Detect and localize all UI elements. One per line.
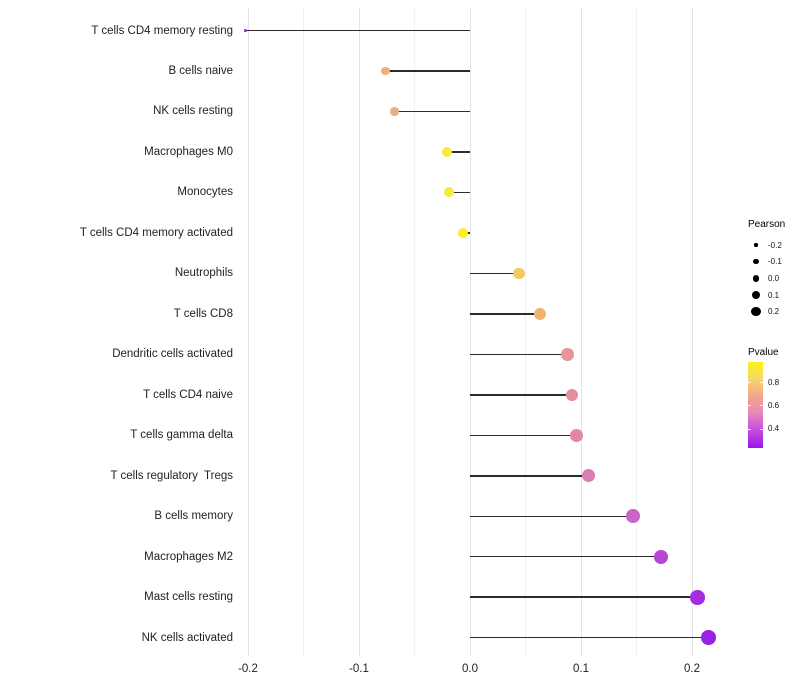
- legend-pearson-label: -0.2: [768, 240, 782, 250]
- minor-gridline: [414, 8, 415, 656]
- pvalue-tick-mark: [760, 405, 763, 407]
- pvalue-gradient-bar: [748, 362, 763, 448]
- lollipop-dot: [390, 107, 399, 116]
- pvalue-tick-mark: [760, 382, 763, 384]
- x-axis-tick-label: 0.1: [573, 663, 589, 675]
- y-axis-label: Mast cells resting: [144, 591, 233, 604]
- legend-pearson-dot: [753, 259, 759, 265]
- lollipop-dot: [513, 267, 525, 280]
- lollipop-dot: [381, 66, 390, 76]
- y-axis-label: T cells CD4 memory resting: [91, 24, 233, 37]
- minor-gridline: [636, 8, 637, 656]
- lollipop-dot: [458, 227, 469, 239]
- legend-pearson-label: 0.0: [768, 273, 780, 283]
- lollipop-stem: [446, 151, 470, 153]
- y-axis-label: T cells CD4 naive: [143, 388, 233, 401]
- legend-pearson-dot: [754, 243, 758, 247]
- y-axis-label: NK cells activated: [141, 631, 233, 644]
- lollipop-dot: [565, 388, 579, 402]
- x-axis-tick-label: -0.1: [349, 663, 369, 675]
- lollipop-stem: [245, 29, 470, 32]
- major-gridline: [691, 8, 693, 656]
- lollipop-stem: [385, 70, 470, 72]
- lollipop-stem: [470, 515, 634, 517]
- lollipop-stem: [470, 394, 573, 396]
- lollipop-stem: [470, 434, 577, 437]
- y-axis-label: Dendritic cells activated: [112, 348, 233, 361]
- lollipop-dot: [653, 549, 668, 564]
- lollipop-stem: [470, 596, 698, 598]
- lollipop-stem: [470, 555, 661, 558]
- legend-pearson-label: 0.2: [768, 307, 780, 317]
- legend-pearson-label: 0.1: [768, 290, 780, 300]
- lollipop-stem: [470, 475, 589, 477]
- y-axis-label: T cells CD4 memory activated: [79, 226, 233, 239]
- lollipop-dot: [626, 509, 640, 524]
- lollipop-dot: [441, 146, 452, 157]
- pvalue-tick-mark: [760, 428, 763, 430]
- major-gridline: [580, 8, 582, 656]
- lollipop-dot: [533, 307, 546, 320]
- minor-gridline: [303, 8, 304, 656]
- pvalue-tick-mark: [748, 405, 751, 407]
- lollipop-stem: [470, 313, 540, 315]
- lollipop-dot: [582, 469, 596, 483]
- legend-pearson-dot: [752, 274, 760, 282]
- minor-gridline: [525, 8, 526, 656]
- lollipop-dot: [690, 589, 705, 605]
- pvalue-tick-label: 0.4: [768, 424, 780, 434]
- pvalue-tick-mark: [748, 428, 751, 430]
- x-axis-tick-label: 0.2: [684, 663, 700, 675]
- lollipop-dot: [443, 187, 454, 198]
- major-gridline: [469, 8, 471, 656]
- y-axis-label: Neutrophils: [174, 267, 233, 280]
- y-axis-label: B cells naive: [168, 64, 233, 77]
- pvalue-tick-label: 0.8: [768, 377, 780, 387]
- legend-pearson-dot: [751, 291, 761, 300]
- lollipop-dot: [244, 29, 248, 32]
- lollipop-dot: [570, 429, 583, 442]
- y-axis-label: Macrophages M0: [144, 145, 233, 158]
- y-axis-label: Monocytes: [177, 186, 233, 199]
- y-axis-label: T cells regulatory Tregs: [110, 469, 233, 482]
- major-gridline: [247, 8, 249, 656]
- lollipop-dot: [561, 348, 574, 361]
- legend-pearson-dot: [751, 307, 761, 317]
- legend-pearson-label: -0.1: [768, 257, 782, 267]
- legend-pearson-title: Pearson: [748, 219, 786, 230]
- lollipop-stem: [448, 191, 470, 194]
- lollipop-dot: [701, 630, 717, 646]
- x-axis-tick-label: -0.2: [238, 663, 258, 675]
- y-axis-label: B cells memory: [154, 510, 233, 523]
- y-axis-label: Macrophages M2: [144, 550, 233, 563]
- lollipop-stem: [470, 272, 519, 275]
- y-axis-label: T cells gamma delta: [130, 429, 233, 442]
- lollipop-stem: [470, 353, 568, 356]
- x-axis-tick-label: 0.0: [462, 663, 478, 675]
- major-gridline: [358, 8, 360, 656]
- lollipop-stem: [394, 110, 470, 113]
- pvalue-tick-mark: [748, 382, 751, 384]
- lollipop-stem: [470, 636, 709, 639]
- y-axis-label: NK cells resting: [153, 105, 233, 118]
- y-axis-label: T cells CD8: [173, 307, 233, 320]
- pvalue-tick-label: 0.6: [768, 400, 780, 410]
- legend-pvalue-title: Pvalue: [748, 347, 779, 358]
